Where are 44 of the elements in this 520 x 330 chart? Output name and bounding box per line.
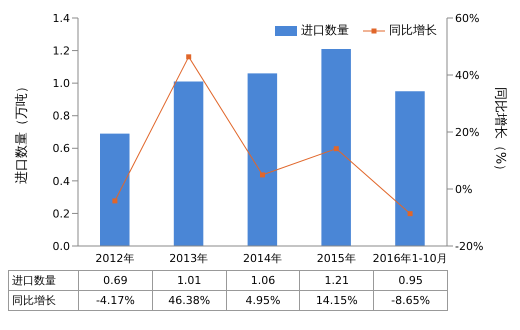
bar xyxy=(395,91,425,246)
y2-axis-title: 同比增长（%） xyxy=(492,86,508,178)
legend-label: 同比增长 xyxy=(389,22,437,39)
y-tick-label: 1.2 xyxy=(52,44,70,58)
y2-tick-label: 0% xyxy=(455,182,472,196)
bar xyxy=(248,73,278,246)
point xyxy=(112,198,118,204)
y-tick-label: 0.0 xyxy=(52,240,70,253)
x-tick-label: 2013年 xyxy=(169,252,208,265)
y-tick-label: 1.4 xyxy=(52,12,70,25)
data-label: 1.01 xyxy=(152,270,226,290)
y2-tick-label: -20% xyxy=(455,240,484,253)
point xyxy=(334,146,339,152)
data-label: 1.21 xyxy=(300,270,374,290)
data-label: 14.15% xyxy=(300,290,374,310)
y-tick-label: 1.0 xyxy=(52,77,70,90)
data-label: -4.17% xyxy=(78,290,152,310)
data-label: 1.06 xyxy=(226,270,300,290)
y2-tick-label: 60% xyxy=(455,12,480,25)
x-tick-label: 2016年1-10月 xyxy=(372,252,448,265)
point xyxy=(408,211,413,216)
y-tick-label: 0.4 xyxy=(52,174,70,188)
data-label: 4.95% xyxy=(226,290,300,310)
text: 进口数量 xyxy=(12,274,56,287)
y-tick-label: 0.2 xyxy=(52,207,70,220)
text: 同比增长 xyxy=(12,294,56,307)
y2-tick-label: 20% xyxy=(455,126,480,139)
y-tick-label: 0.6 xyxy=(52,142,70,156)
point xyxy=(186,54,192,60)
bar xyxy=(174,82,204,246)
x-tick-label: 2012年 xyxy=(95,252,134,265)
x-tick-label: 2014年 xyxy=(243,252,282,265)
data-label: 0.69 xyxy=(78,270,152,290)
y-tick-label: 0.8 xyxy=(52,110,70,123)
data-label: 0.95 xyxy=(374,270,448,290)
data-label: 46.38% xyxy=(152,290,226,310)
data-label: -8.65% xyxy=(374,290,448,310)
bar xyxy=(321,48,351,246)
point xyxy=(260,172,265,178)
y2-tick-label: 40% xyxy=(455,68,480,82)
bar xyxy=(100,134,130,246)
legend-label: 进口数量 xyxy=(301,22,349,39)
x-tick-label: 2015年 xyxy=(316,252,356,265)
y-axis-title: 进口数量（万吨） xyxy=(14,80,30,184)
